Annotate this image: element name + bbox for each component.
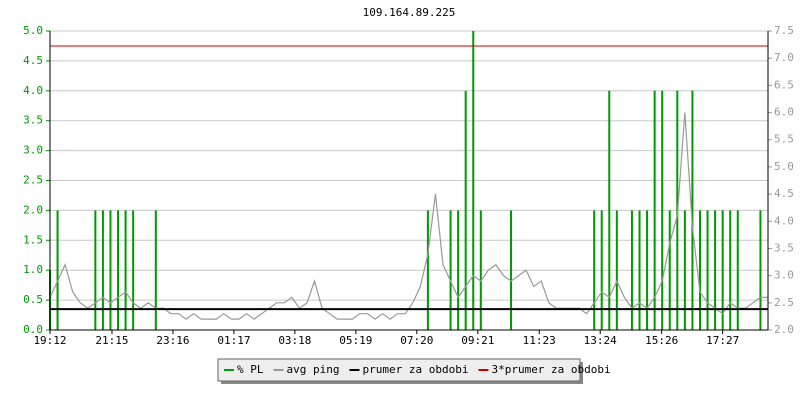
y2-tick-label: 6.0 xyxy=(774,106,794,119)
legend-label: % PL xyxy=(237,363,264,376)
legend-label: prumer za obdobi xyxy=(362,363,468,376)
legend-label: avg ping xyxy=(287,363,340,376)
y2-tick-label: 3.0 xyxy=(774,269,794,282)
x-tick-label: 21:15 xyxy=(95,334,128,347)
y2-tick-label: 7.0 xyxy=(774,51,794,64)
y2-tick-label: 4.5 xyxy=(774,187,794,200)
x-tick-label: 19:12 xyxy=(33,334,66,347)
x-tick-label: 23:16 xyxy=(156,334,189,347)
y-tick-label: 0.0 xyxy=(23,323,43,336)
y-tick-label: 2.5 xyxy=(23,174,43,187)
x-tick-label: 11:23 xyxy=(523,334,556,347)
y2-tick-label: 6.5 xyxy=(774,78,794,91)
y-tick-label: 2.0 xyxy=(23,203,43,216)
x-tick-label: 13:24 xyxy=(584,334,617,347)
y2-tick-label: 3.5 xyxy=(774,241,794,254)
y2-tick-label: 7.5 xyxy=(774,24,794,37)
y-tick-label: 1.0 xyxy=(23,263,43,276)
y-tick-label: 0.5 xyxy=(23,293,43,306)
x-tick-label: 17:27 xyxy=(706,334,739,347)
y-tick-label: 3.5 xyxy=(23,114,43,127)
y2-tick-label: 2.5 xyxy=(774,296,794,309)
y-tick-label: 1.5 xyxy=(23,233,43,246)
y-tick-label: 4.0 xyxy=(23,84,43,97)
x-tick-label: 07:20 xyxy=(400,334,433,347)
y-tick-label: 4.5 xyxy=(23,54,43,67)
x-tick-label: 15:26 xyxy=(645,334,678,347)
chart-title: 109.164.89.225 xyxy=(363,6,456,19)
ping-line xyxy=(49,112,768,320)
legend: % PL avg ping prumer za obdobi 3*prumer za … xyxy=(217,358,611,384)
y2-tick-label: 2.0 xyxy=(774,323,794,336)
x-tick-label: 09:21 xyxy=(461,334,494,347)
legend-label: 3*prumer za obdobi xyxy=(491,363,610,376)
y2-tick-label: 4.0 xyxy=(774,214,794,227)
y-tick-label: 5.0 xyxy=(23,24,43,37)
y2-tick-label: 5.0 xyxy=(774,160,794,173)
y2-tick-label: 5.5 xyxy=(774,133,794,146)
x-tick-label: 05:19 xyxy=(339,334,372,347)
x-tick-label: 01:17 xyxy=(217,334,250,347)
y-tick-label: 3.0 xyxy=(23,144,43,157)
legend-box xyxy=(217,358,581,382)
x-tick-label: 03:18 xyxy=(278,334,311,347)
